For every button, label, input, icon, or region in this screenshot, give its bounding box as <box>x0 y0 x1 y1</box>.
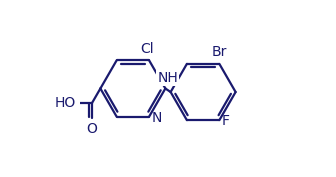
Text: HO: HO <box>54 96 76 110</box>
Text: F: F <box>221 114 229 128</box>
Text: O: O <box>87 122 97 136</box>
Text: Br: Br <box>212 45 227 59</box>
Text: N: N <box>151 110 162 124</box>
Text: Cl: Cl <box>140 42 154 56</box>
Text: NH: NH <box>157 71 178 85</box>
